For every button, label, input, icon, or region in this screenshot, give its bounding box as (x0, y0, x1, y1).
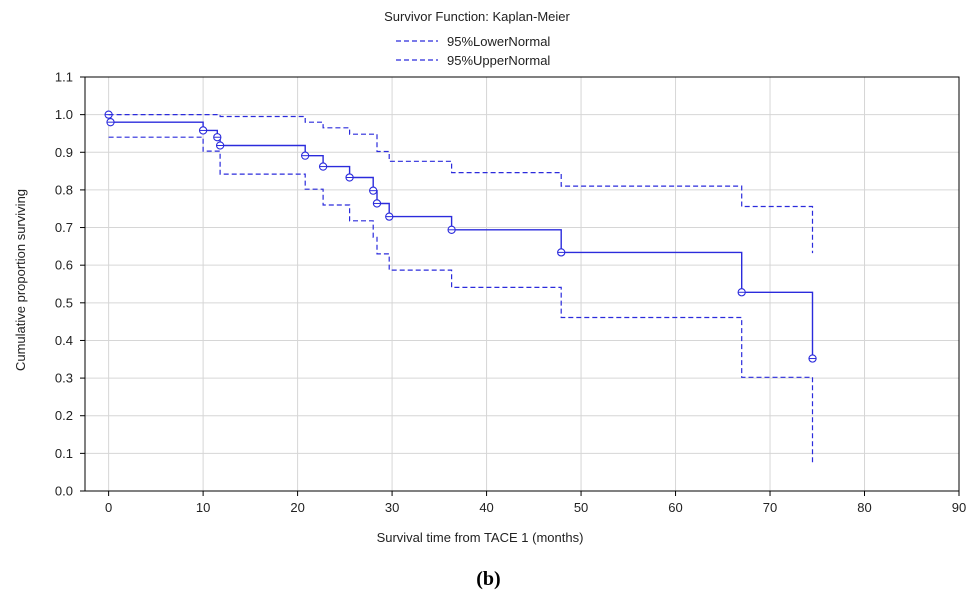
figure-caption: (b) (476, 568, 501, 590)
y-tick-label: 0.1 (55, 446, 73, 461)
series-layer (104, 110, 817, 463)
legend-item-lower: 95%LowerNormal (396, 34, 550, 49)
y-tick-label: 0.0 (55, 484, 73, 499)
y-tick-label: 0.3 (55, 371, 73, 386)
y-tick-label: 0.6 (55, 258, 73, 273)
y-tick-label: 0.4 (55, 333, 73, 348)
gridlines (85, 77, 959, 491)
chart-title: Survivor Function: Kaplan-Meier (384, 9, 570, 24)
y-tick-label: 0.7 (55, 220, 73, 235)
y-tick-label: 0.8 (55, 182, 73, 197)
legend-label-lower: 95%LowerNormal (447, 34, 550, 49)
upper-ci-curve (108, 114, 814, 254)
x-tick-label: 20 (290, 500, 304, 515)
y-axis-title: Cumulative proportion surviving (13, 189, 28, 371)
y-tick-label: 1.0 (55, 107, 73, 122)
y-tick-label: 0.9 (55, 145, 73, 160)
survival-curve (108, 113, 814, 359)
x-tick-label: 30 (385, 500, 399, 515)
plot-area (84, 76, 960, 492)
x-tick-label: 40 (479, 500, 493, 515)
x-tick-label: 50 (574, 500, 588, 515)
kaplan-meier-chart: Survivor Function: Kaplan-Meier 95%Lower… (13, 9, 966, 545)
x-tick-label: 80 (857, 500, 871, 515)
legend: 95%LowerNormal 95%UpperNormal (396, 34, 550, 68)
x-tick-label: 10 (196, 500, 210, 515)
x-tick-label: 60 (668, 500, 682, 515)
y-tick-label: 0.5 (55, 295, 73, 310)
legend-label-upper: 95%UpperNormal (447, 53, 550, 68)
x-axis-title: Survival time from TACE 1 (months) (377, 530, 584, 545)
y-tick-label: 0.2 (55, 408, 73, 423)
x-tick-label: 0 (105, 500, 112, 515)
axis-ticks: 0 10 20 30 40 50 60 70 80 90 0.0 0.1 0.2 0.3 0.4 0.5 0.6… (55, 70, 966, 516)
y-tick-label: 1.1 (55, 70, 73, 85)
lower-ci-curve (108, 136, 814, 463)
x-tick-label: 90 (952, 500, 966, 515)
x-tick-label: 70 (763, 500, 777, 515)
legend-item-upper: 95%UpperNormal (396, 53, 550, 68)
